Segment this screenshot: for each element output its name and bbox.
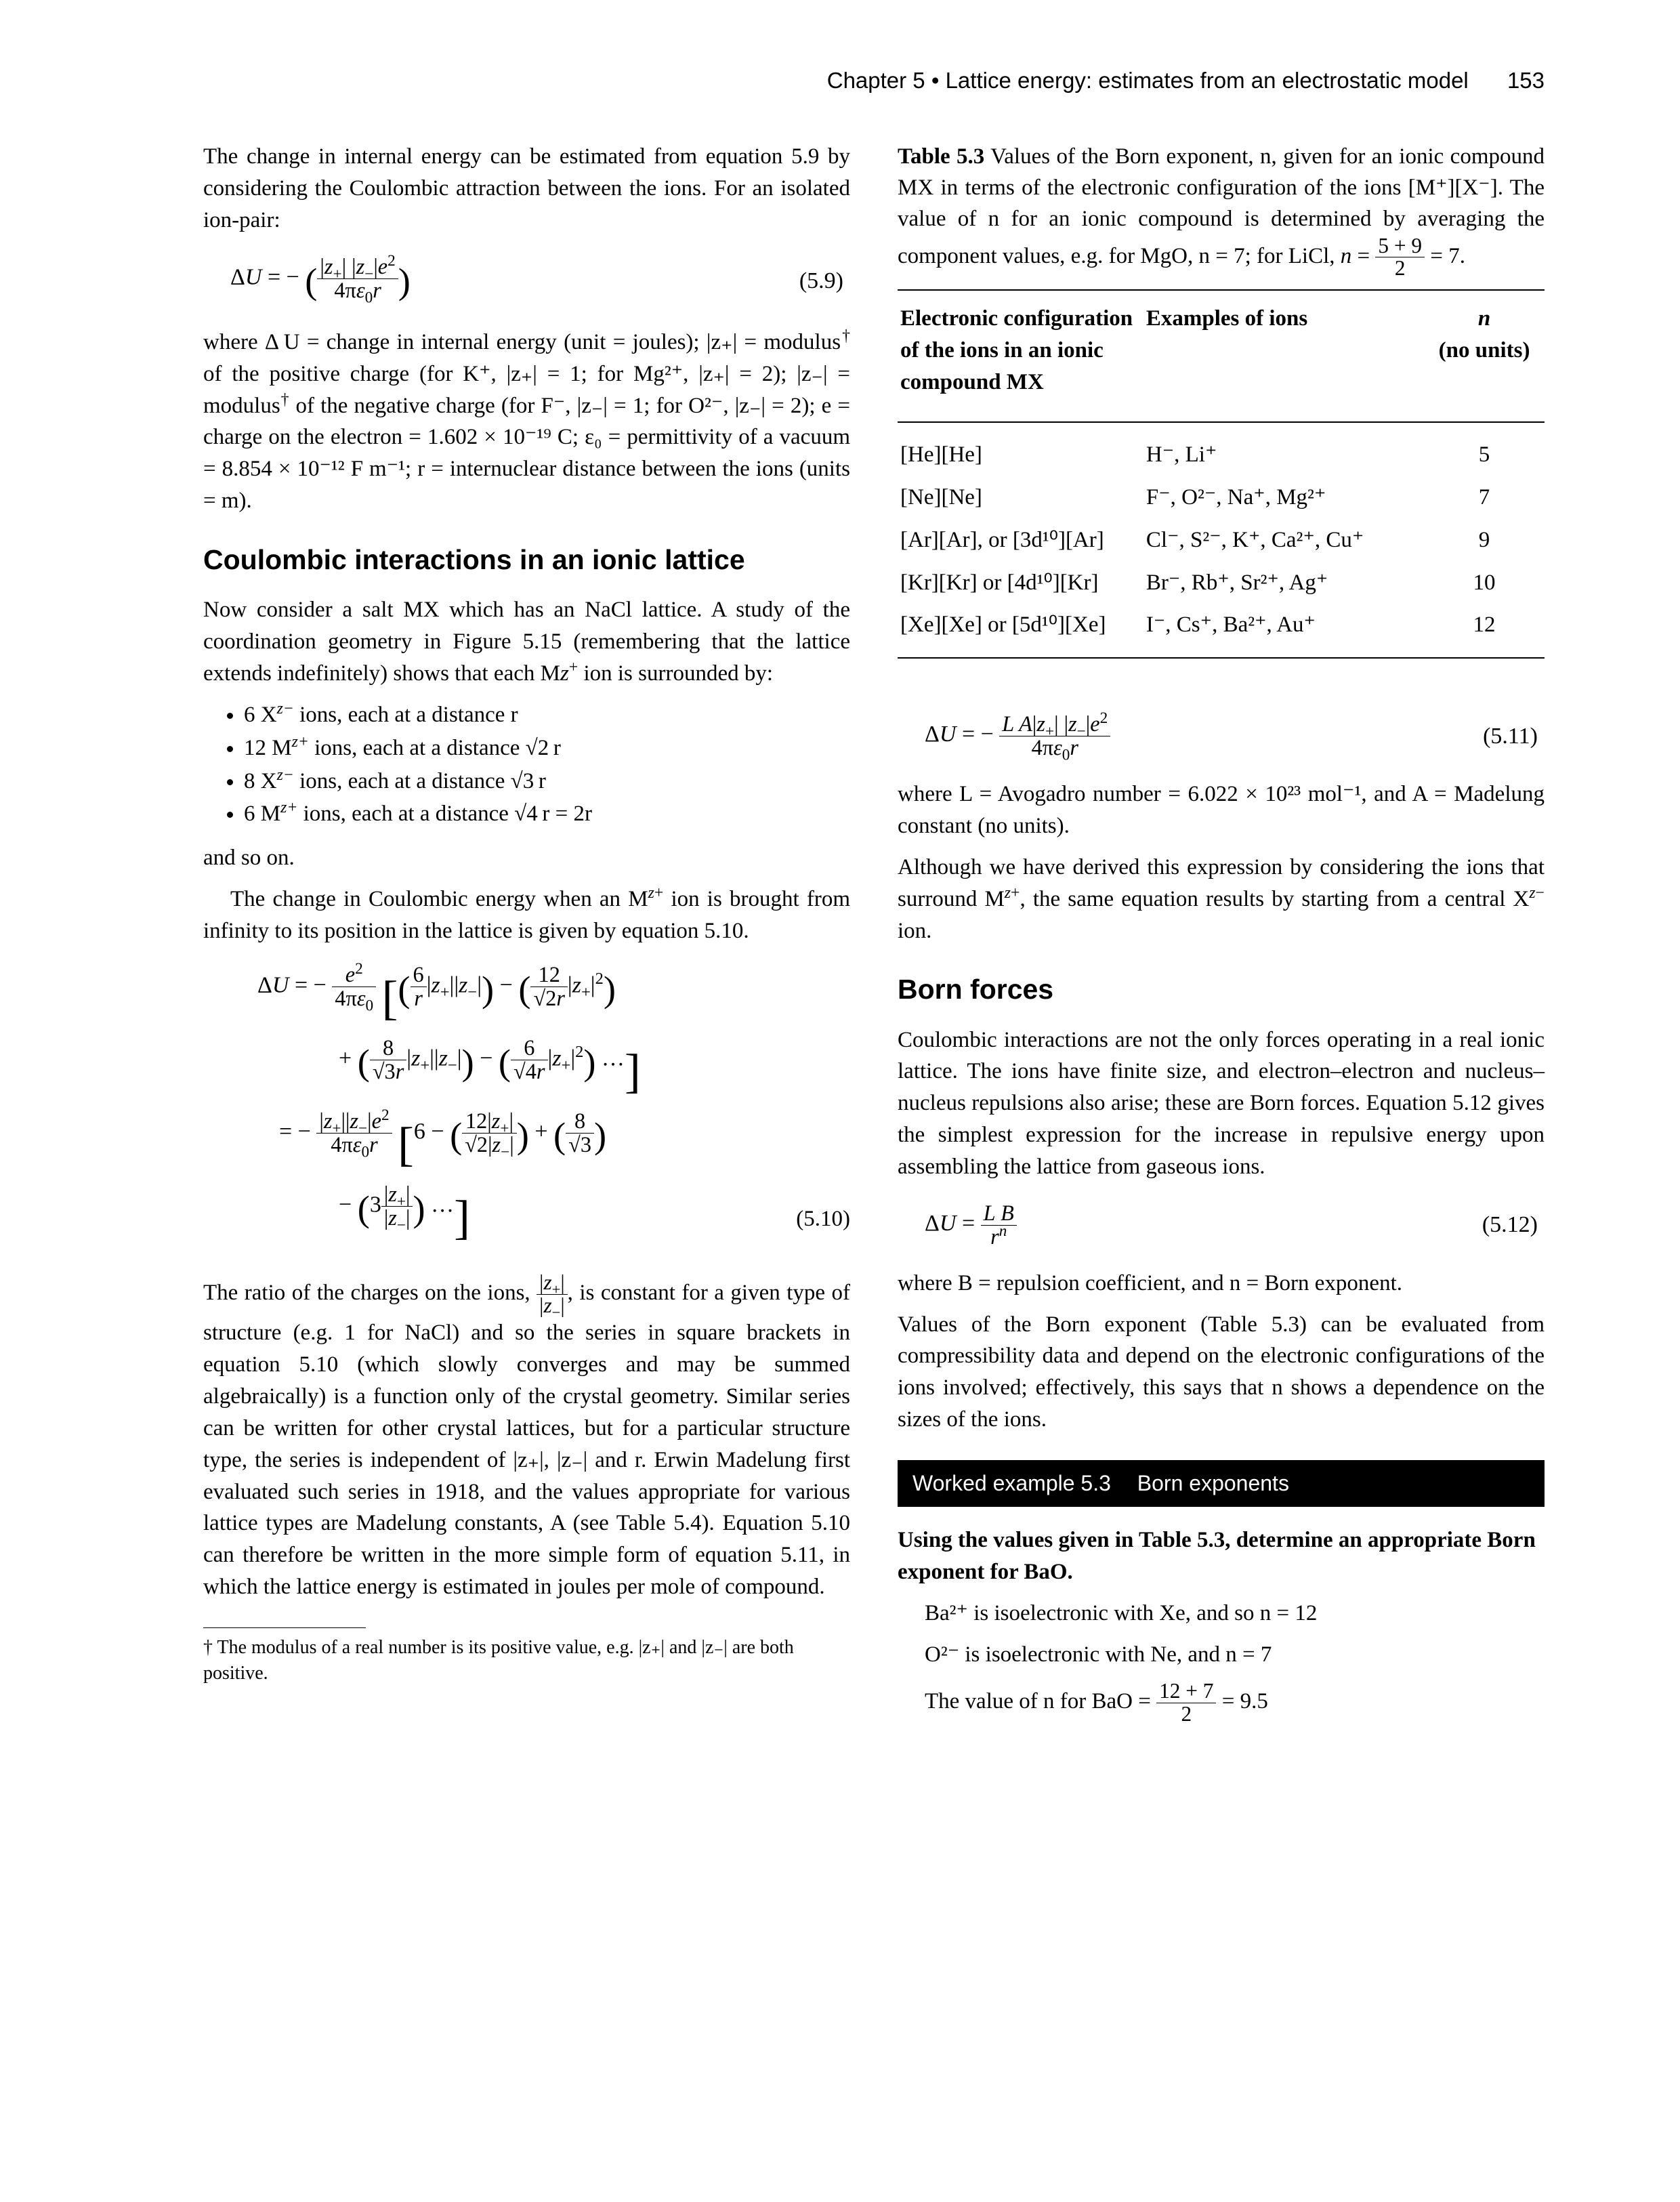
equation-line: + (8√3r|z+||z−|) − (6√4r|z+|2) …] — [339, 1037, 850, 1106]
footnote: † The modulus of a real number is its po… — [203, 1635, 850, 1686]
paragraph: Although we have derived this expression… — [898, 852, 1545, 947]
paragraph: where L = Avogadro number = 6.022 × 10²³… — [898, 778, 1545, 842]
table-5-3: Electronic configuration of the ions in … — [898, 289, 1545, 659]
list-item: 6 Xz− ions, each at a distance r — [244, 699, 850, 731]
page: Chapter 5 • Lattice energy: estimates fr… — [0, 0, 1680, 2202]
equation-body: ΔU = − L A|z+| |z−|e24πε0r — [925, 713, 1110, 760]
heading-born-forces: Born forces — [898, 970, 1545, 1009]
list-item: 6 Mz+ ions, each at a distance √4 r = 2r — [244, 798, 850, 830]
equation-number: (5.11) — [1483, 720, 1545, 753]
table-caption: Table 5.3 Values of the Born exponent, n… — [898, 141, 1545, 280]
equation-body: ΔU = L Brn — [925, 1202, 1017, 1249]
list-item: 12 Mz+ ions, each at a distance √2 r — [244, 732, 850, 764]
paragraph: Now consider a salt MX which has an NaCl… — [203, 594, 850, 690]
table-row: [Ar][Ar], or [3d¹⁰][Ar]Cl⁻, S²⁻, K⁺, Ca²… — [898, 519, 1545, 562]
table-header: n(no units) — [1428, 290, 1545, 422]
paragraph-definitions: where Δ U = change in internal energy (u… — [203, 327, 850, 517]
list-item: 8 Xz− ions, each at a distance √3 r — [244, 766, 850, 797]
paragraph: The ratio of the charges on the ions, |z… — [203, 1272, 850, 1603]
worked-example-bar: Worked example 5.3 Born exponents — [898, 1460, 1545, 1507]
equation-5-9: ΔU = − (|z+| |z−|e24πε0r) (5.9) — [230, 255, 850, 308]
worked-example-solution: Ba²⁺ is isoelectronic with Xe, and so n … — [925, 1598, 1545, 1726]
equation-body: ΔU = − (|z+| |z−|e24πε0r) — [230, 255, 411, 308]
equation-line: ΔU = − e24πε0 [(6r|z+||z−|) − (12√2r|z+|… — [257, 963, 850, 1033]
paragraph: Values of the Born exponent (Table 5.3) … — [898, 1309, 1545, 1436]
two-column-layout: The change in internal energy can be est… — [203, 141, 1545, 1735]
paragraph: and so on. — [203, 842, 850, 874]
equation-number: (5.10) — [796, 1203, 850, 1235]
bullet-sep: • — [931, 68, 940, 93]
section-title: Lattice energy: estimates from an electr… — [946, 68, 1469, 93]
paragraph: The change in Coulombic energy when an M… — [203, 884, 850, 947]
equation-5-12: ΔU = L Brn (5.12) — [925, 1202, 1545, 1249]
table-header: Examples of ions — [1143, 290, 1428, 422]
table-row: [Kr][Kr] or [4d¹⁰][Kr]Br⁻, Rb⁺, Sr²⁺, Ag… — [898, 562, 1545, 604]
footnote-rule — [203, 1627, 366, 1628]
paragraph: Coulombic interactions are not the only … — [898, 1024, 1545, 1183]
running-header: Chapter 5 • Lattice energy: estimates fr… — [203, 68, 1545, 94]
right-column: Table 5.3 Values of the Born exponent, n… — [898, 141, 1545, 1735]
chapter-label: Chapter 5 — [827, 68, 925, 93]
equation-line: = − |z+||z−|e24πε0r [6 − (12|z+|√2|z−|) … — [279, 1110, 850, 1179]
table-row: [He][He]H⁻, Li⁺5 — [898, 422, 1545, 476]
paragraph: where B = repulsion coefficient, and n =… — [898, 1268, 1545, 1300]
solution-line: The value of n for BaO = 12 + 72 = 9.5 — [925, 1680, 1545, 1726]
worked-example-question: Using the values given in Table 5.3, det… — [898, 1524, 1545, 1588]
table-row: [Xe][Xe] or [5d¹⁰][Xe]I⁻, Cs⁺, Ba²⁺, Au⁺… — [898, 604, 1545, 658]
equation-number: (5.12) — [1482, 1209, 1545, 1241]
worked-example-label: Worked example 5.3 — [912, 1471, 1111, 1495]
equation-5-10: ΔU = − e24πε0 [(6r|z+||z−|) − (12√2r|z+|… — [230, 963, 850, 1256]
solution-line: O²⁻ is isoelectronic with Ne, and n = 7 — [925, 1639, 1545, 1671]
table-row: [Ne][Ne]F⁻, O²⁻, Na⁺, Mg²⁺7 — [898, 476, 1545, 519]
worked-example-title: Born exponents — [1137, 1471, 1289, 1495]
paragraph: The change in internal energy can be est… — [203, 141, 850, 236]
solution-line: Ba²⁺ is isoelectronic with Xe, and so n … — [925, 1598, 1545, 1629]
coordination-list: 6 Xz− ions, each at a distance r 12 Mz+ … — [203, 699, 850, 830]
equation-line: − (3|z+||z−|) …] — [339, 1183, 470, 1252]
equation-number: (5.9) — [799, 265, 850, 297]
heading-coulombic: Coulombic interactions in an ionic latti… — [203, 540, 850, 579]
page-number: 153 — [1507, 68, 1545, 93]
left-column: The change in internal energy can be est… — [203, 141, 850, 1735]
equation-5-11: ΔU = − L A|z+| |z−|e24πε0r (5.11) — [925, 713, 1545, 760]
table-header: Electronic configuration of the ions in … — [898, 290, 1143, 422]
